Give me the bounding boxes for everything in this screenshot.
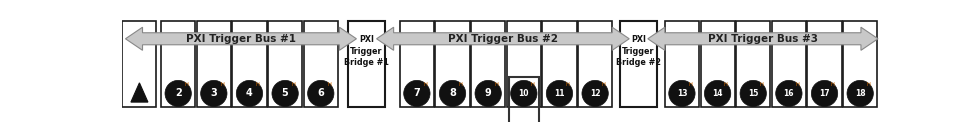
Text: 4: 4: [245, 89, 252, 99]
Ellipse shape: [846, 80, 872, 107]
Text: 8: 8: [449, 89, 456, 99]
Polygon shape: [131, 83, 148, 102]
FancyBboxPatch shape: [577, 21, 611, 107]
Text: 9: 9: [484, 89, 491, 99]
Polygon shape: [647, 27, 877, 50]
Text: PXI Trigger Bus #3: PXI Trigger Bus #3: [707, 34, 817, 44]
FancyBboxPatch shape: [161, 21, 195, 107]
Text: H: H: [529, 82, 533, 87]
Text: 12: 12: [590, 89, 600, 98]
Text: H: H: [184, 82, 188, 87]
Text: 18: 18: [854, 89, 865, 98]
FancyBboxPatch shape: [268, 21, 302, 107]
FancyBboxPatch shape: [303, 21, 337, 107]
Ellipse shape: [775, 80, 801, 107]
FancyBboxPatch shape: [197, 21, 231, 107]
Text: H: H: [723, 82, 727, 87]
FancyBboxPatch shape: [507, 21, 540, 107]
Text: H: H: [255, 82, 259, 87]
FancyBboxPatch shape: [619, 21, 656, 107]
Text: H: H: [759, 82, 763, 87]
Ellipse shape: [511, 80, 537, 107]
Text: 16: 16: [782, 89, 793, 98]
Text: H: H: [866, 82, 869, 87]
Text: H: H: [291, 82, 295, 87]
Text: 15: 15: [747, 89, 758, 98]
Text: PXI Trigger Bus #2: PXI Trigger Bus #2: [448, 34, 557, 44]
Ellipse shape: [439, 80, 466, 107]
Text: H: H: [830, 82, 834, 87]
FancyBboxPatch shape: [700, 21, 734, 107]
Text: H: H: [220, 82, 224, 87]
Text: 3: 3: [210, 89, 217, 99]
Text: H: H: [688, 82, 691, 87]
Text: H: H: [794, 82, 798, 87]
Text: 5: 5: [282, 89, 289, 99]
FancyBboxPatch shape: [399, 21, 433, 107]
Text: PXI
Trigger
Bridge #2: PXI Trigger Bridge #2: [615, 35, 660, 67]
FancyBboxPatch shape: [542, 21, 576, 107]
Text: H: H: [600, 82, 604, 87]
FancyBboxPatch shape: [807, 21, 841, 107]
Text: 14: 14: [712, 89, 722, 98]
FancyBboxPatch shape: [122, 21, 156, 107]
Ellipse shape: [704, 80, 730, 107]
Text: 10: 10: [518, 89, 528, 98]
Polygon shape: [125, 27, 356, 50]
Ellipse shape: [474, 80, 501, 107]
FancyBboxPatch shape: [232, 21, 266, 107]
Text: 13: 13: [676, 89, 687, 98]
FancyBboxPatch shape: [664, 21, 698, 107]
Ellipse shape: [165, 80, 191, 107]
Text: 7: 7: [413, 89, 420, 99]
Text: H: H: [459, 82, 463, 87]
Text: 17: 17: [819, 89, 829, 98]
FancyBboxPatch shape: [842, 21, 876, 107]
FancyBboxPatch shape: [347, 21, 384, 107]
Ellipse shape: [236, 80, 262, 107]
Ellipse shape: [307, 80, 333, 107]
FancyBboxPatch shape: [771, 21, 805, 107]
Ellipse shape: [739, 80, 766, 107]
Ellipse shape: [200, 80, 227, 107]
Text: 2: 2: [175, 89, 181, 99]
Ellipse shape: [403, 80, 429, 107]
FancyBboxPatch shape: [470, 21, 505, 107]
Text: PXI
Trigger
Bridge #1: PXI Trigger Bridge #1: [343, 35, 388, 67]
Ellipse shape: [581, 80, 607, 107]
Text: H: H: [494, 82, 498, 87]
Ellipse shape: [272, 80, 298, 107]
Text: 6: 6: [317, 89, 324, 99]
Text: H: H: [565, 82, 569, 87]
Polygon shape: [377, 27, 629, 50]
Text: H: H: [422, 82, 426, 87]
FancyBboxPatch shape: [735, 21, 770, 107]
Ellipse shape: [546, 80, 572, 107]
Text: PXI Trigger Bus #1: PXI Trigger Bus #1: [186, 34, 295, 44]
Ellipse shape: [811, 80, 837, 107]
FancyBboxPatch shape: [435, 21, 469, 107]
Text: H: H: [327, 82, 331, 87]
Text: 11: 11: [554, 89, 564, 98]
Ellipse shape: [668, 80, 694, 107]
